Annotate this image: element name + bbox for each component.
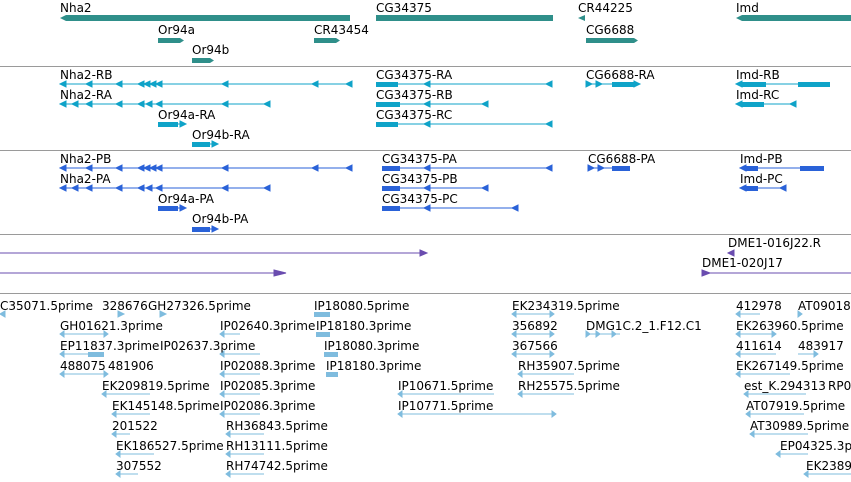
protein-label[interactable]: CG6688-PA xyxy=(588,152,656,166)
bac-label[interactable]: DME1-016J22.R xyxy=(728,236,822,250)
gene-label[interactable]: CR43454 xyxy=(314,23,369,37)
protein-label[interactable]: CG34375-PA xyxy=(382,152,457,166)
protein-label[interactable]: Or94b-PA xyxy=(192,212,249,226)
protein-label[interactable]: CG34375-PC xyxy=(382,192,458,206)
est-label[interactable]: IP02088.3prime xyxy=(220,359,316,373)
protein-label[interactable]: Or94a-PA xyxy=(158,192,215,206)
transcript-label[interactable]: Nha2-RB xyxy=(60,68,113,82)
gene-label[interactable]: Nha2 xyxy=(60,1,92,15)
protein-label[interactable]: CG34375-PB xyxy=(382,172,458,186)
est-label[interactable]: RH13111.5prime xyxy=(226,439,328,453)
est-label[interactable]: 412978 xyxy=(736,299,782,313)
est-label[interactable]: IP18080.3prime xyxy=(324,339,420,353)
bac-track-glyphs[interactable] xyxy=(0,249,851,277)
est-label[interactable]: C35071.5prime xyxy=(0,299,93,313)
protein-track-glyphs[interactable] xyxy=(58,164,824,233)
est-label[interactable]: AT09018 xyxy=(798,299,851,313)
transcript-label[interactable]: CG34375-RA xyxy=(376,68,453,82)
transcript-label[interactable]: Or94b-RA xyxy=(192,128,250,142)
est-label[interactable]: IP18080.5prime xyxy=(314,299,410,313)
est-label[interactable]: EP04325.3p xyxy=(780,439,851,453)
gene-label[interactable]: Or94a xyxy=(158,23,196,37)
track-separator xyxy=(0,150,851,151)
transcript-label[interactable]: CG34375-RB xyxy=(376,88,453,102)
track-separator xyxy=(0,66,851,67)
est-label[interactable]: DMG1C.2_1.F12.C1 xyxy=(586,319,702,333)
est-label[interactable]: EK186527.5prime xyxy=(116,439,224,453)
est-label[interactable]: EK263960.5prime xyxy=(736,319,844,333)
transcript-label[interactable]: Or94a-RA xyxy=(158,108,216,122)
gene-track-glyphs[interactable] xyxy=(60,15,851,63)
est-label[interactable]: IP10771.5prime xyxy=(398,399,494,413)
transcript-label[interactable]: CG34375-RC xyxy=(376,108,453,122)
est-label[interactable]: 483917 xyxy=(798,339,844,353)
est-label[interactable]: RH35907.5prime xyxy=(518,359,620,373)
est-label[interactable]: 481906 xyxy=(108,359,154,373)
est-label[interactable]: RH74742.5prime xyxy=(226,459,328,473)
est-label[interactable]: est_K.294313 xyxy=(744,379,826,393)
protein-label[interactable]: Nha2-PB xyxy=(60,152,112,166)
est-label[interactable]: EK209819.5prime xyxy=(102,379,210,393)
bac-label[interactable]: DME1-020J17 xyxy=(702,256,783,270)
transcript-label[interactable]: Imd-RB xyxy=(736,68,780,82)
gene-label[interactable]: Or94b xyxy=(192,43,230,57)
est-label[interactable]: RH36843.5prime xyxy=(226,419,328,433)
est-label[interactable]: EP11837.3prime xyxy=(60,339,160,353)
est-label[interactable]: 328676 xyxy=(102,299,148,313)
est-label[interactable]: EK267149.5prime xyxy=(736,359,844,373)
est-label[interactable]: 307552 xyxy=(116,459,162,473)
transcript-label[interactable]: Nha2-RA xyxy=(60,88,112,102)
est-label[interactable]: IP02085.3prime xyxy=(220,379,316,393)
gene-label[interactable]: CG6688 xyxy=(586,23,635,37)
est-label[interactable]: AT07919.5prime xyxy=(746,399,846,413)
est-label[interactable]: EK145148.5prime xyxy=(112,399,220,413)
protein-label[interactable]: Imd-PC xyxy=(740,172,783,186)
est-label[interactable]: AT30989.5prime xyxy=(750,419,850,433)
est-label[interactable]: 411614 xyxy=(736,339,782,353)
gene-label[interactable]: CG34375 xyxy=(376,1,432,15)
est-label[interactable]: IP18180.3prime xyxy=(316,319,412,333)
transcript-label[interactable]: CG6688-RA xyxy=(586,68,655,82)
est-label[interactable]: 356892 xyxy=(512,319,558,333)
gene-label[interactable]: Imd xyxy=(736,1,759,15)
transcript-track-glyphs[interactable] xyxy=(58,80,830,148)
protein-label[interactable]: Imd-PB xyxy=(740,152,783,166)
est-label[interactable]: IP02640.3prime xyxy=(220,319,316,333)
est-label[interactable]: IP02086.3prime xyxy=(220,399,316,413)
est-track-glyphs[interactable] xyxy=(0,310,851,478)
track-separator xyxy=(0,234,851,235)
gene-label[interactable]: CR44225 xyxy=(578,1,633,15)
est-label[interactable]: GH01621.3prime xyxy=(60,319,163,333)
est-label[interactable]: IP18180.3prime xyxy=(326,359,422,373)
est-label[interactable]: IP10671.5prime xyxy=(398,379,494,393)
est-label[interactable]: RH25575.5prime xyxy=(518,379,620,393)
est-label[interactable]: 488075 xyxy=(60,359,106,373)
transcript-label[interactable]: Imd-RC xyxy=(736,88,780,102)
est-label[interactable]: EK2389 xyxy=(806,459,851,473)
est-label[interactable]: 367566 xyxy=(512,339,558,353)
est-label[interactable]: RP00 xyxy=(828,379,851,393)
track-separator xyxy=(0,293,851,294)
est-label[interactable]: 201522 xyxy=(112,419,158,433)
est-label[interactable]: IP02637.3prime xyxy=(160,339,256,353)
protein-label[interactable]: Nha2-PA xyxy=(60,172,111,186)
est-label[interactable]: EK234319.5prime xyxy=(512,299,620,313)
est-label[interactable]: GH27326.5prime xyxy=(148,299,251,313)
